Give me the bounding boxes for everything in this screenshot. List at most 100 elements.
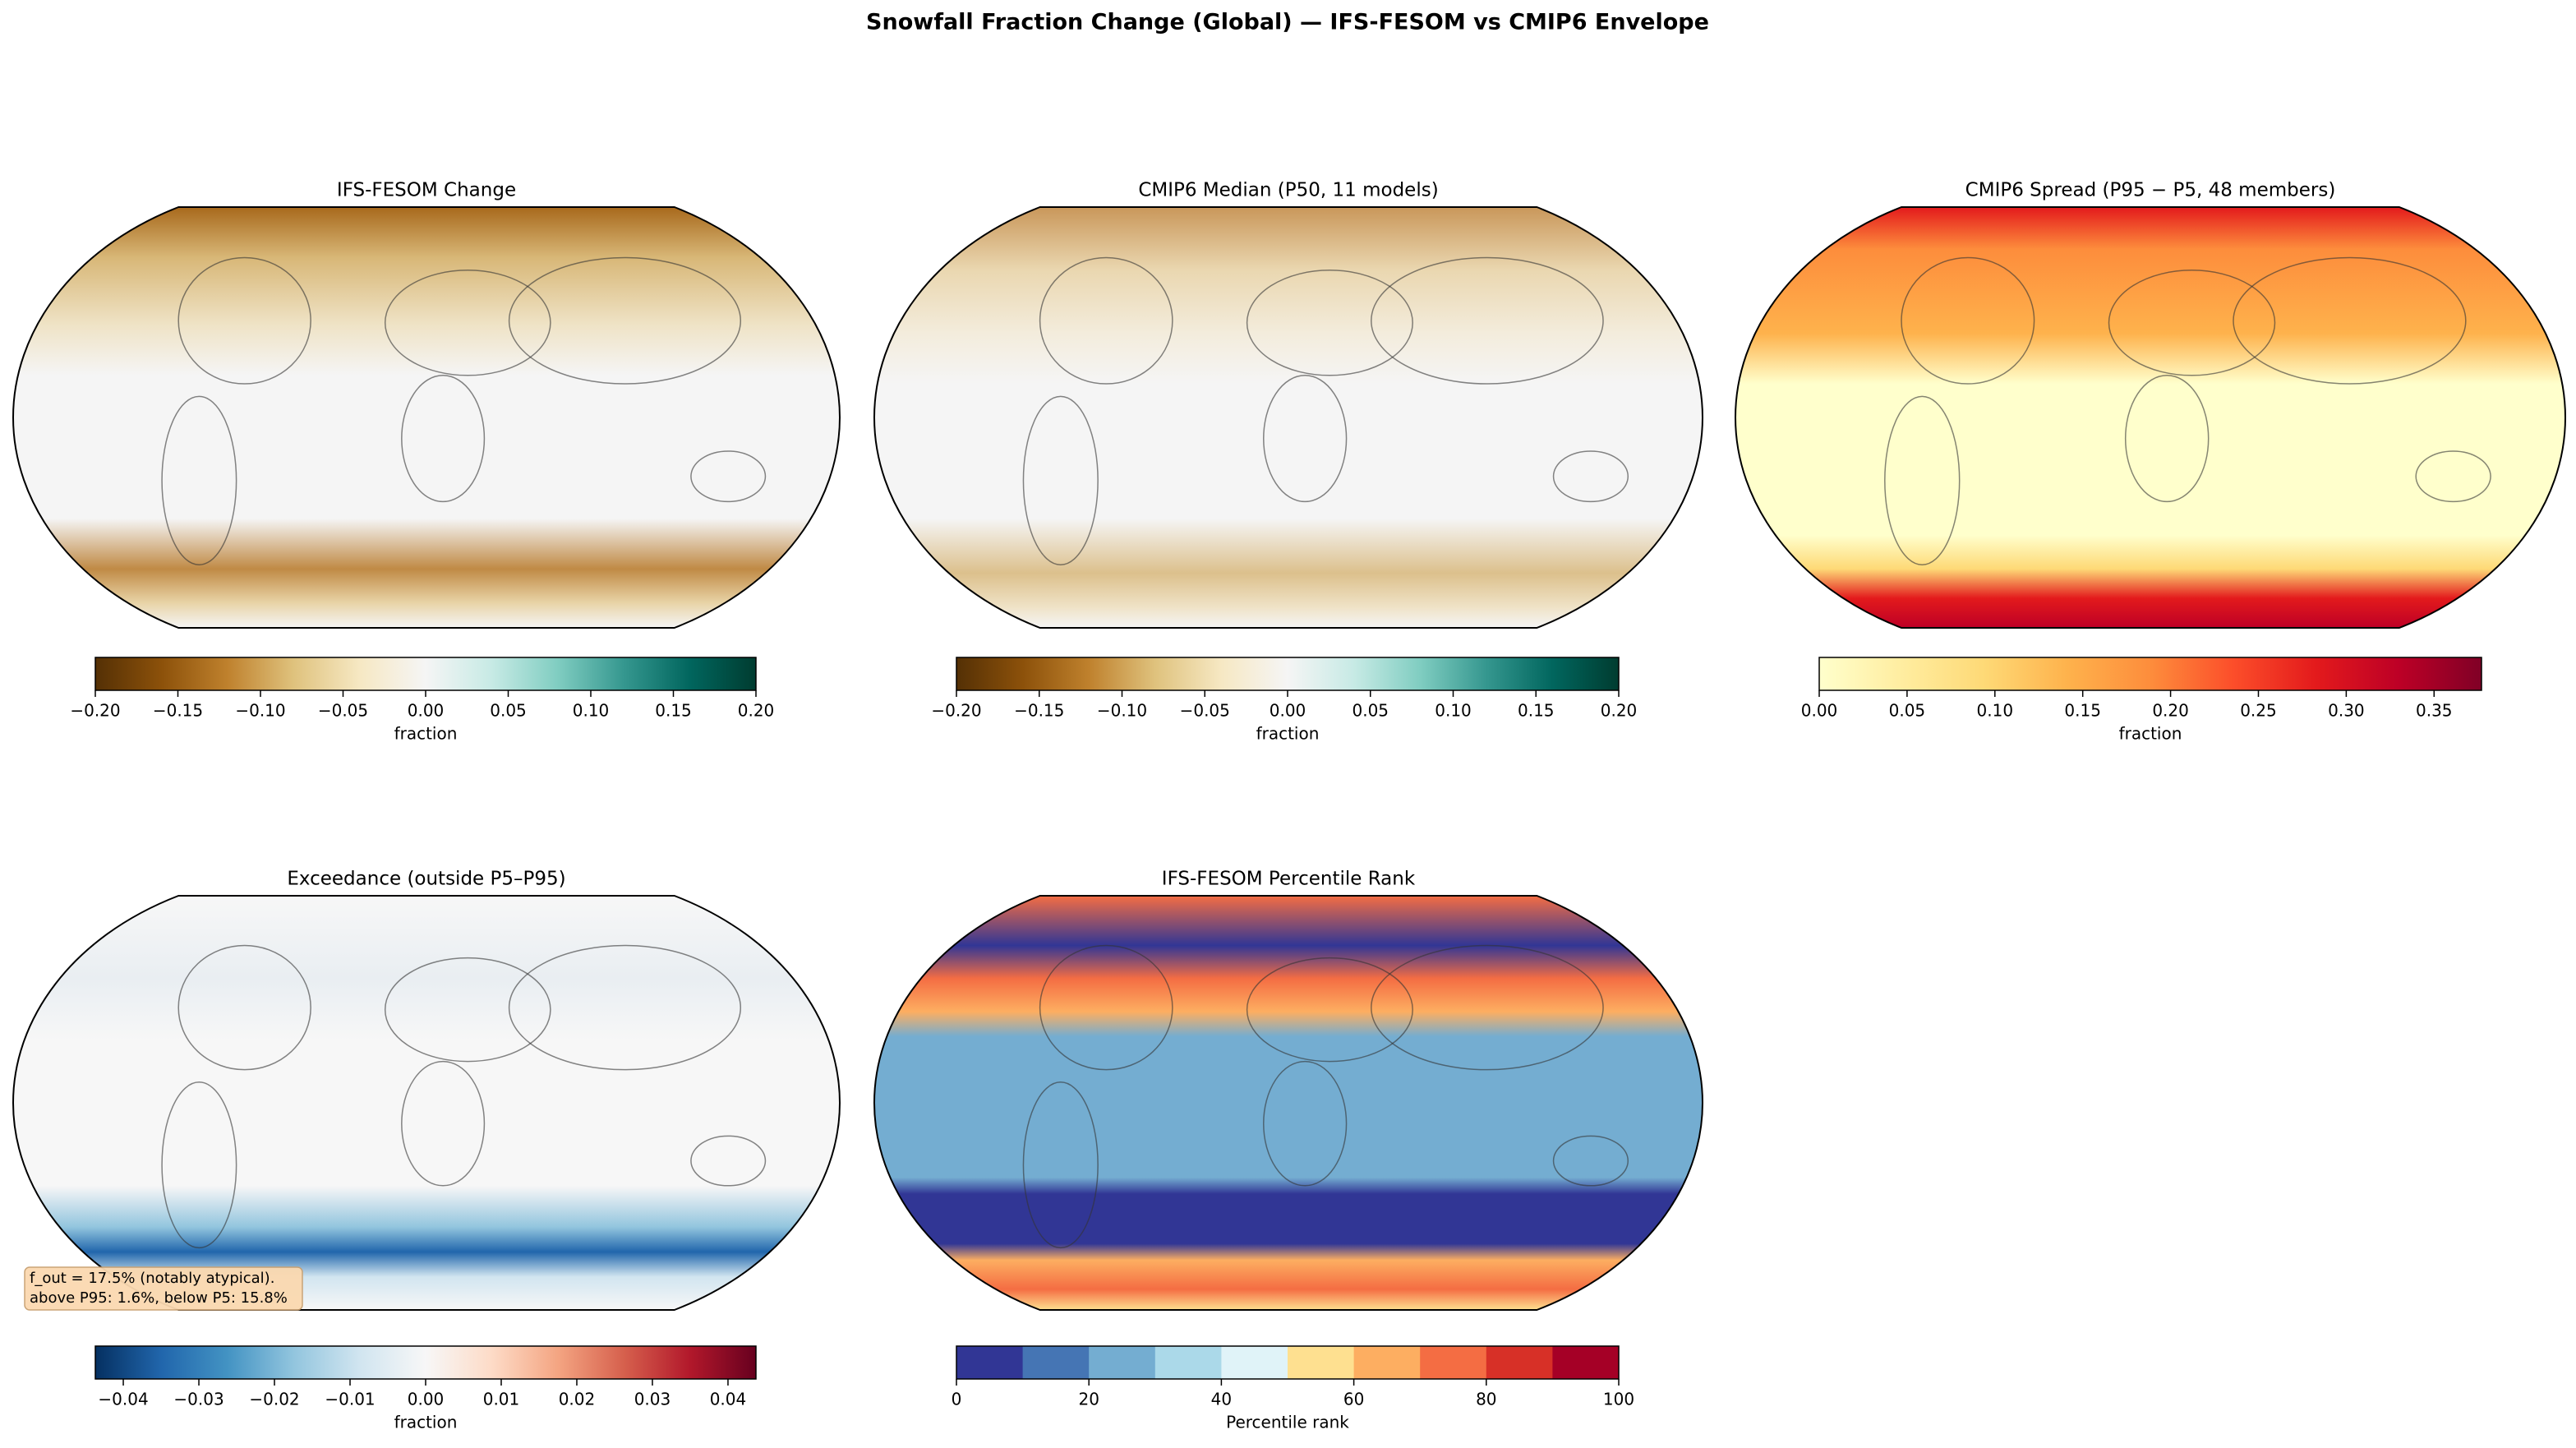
colorbar	[956, 657, 1619, 690]
colorbar-tick-label: 60	[1343, 1390, 1364, 1409]
colorbar-frame	[1818, 657, 2482, 691]
colorbar-tick-label: 0.05	[490, 701, 527, 721]
colorbar-tick-label: 40	[1211, 1390, 1232, 1409]
colorbar-tick-label: 0.02	[559, 1390, 596, 1409]
colorbar-bin	[1353, 1346, 1421, 1379]
colorbar-tick-label: 0.04	[710, 1390, 747, 1409]
colorbar-bin	[1221, 1346, 1288, 1379]
colorbar-tick-label: 0.10	[1435, 701, 1472, 721]
colorbar-tick-label: 0	[952, 1390, 962, 1409]
annotation-text: above P95: 1.6%, below P5: 15.8%	[30, 1289, 288, 1307]
continent	[1263, 375, 1348, 503]
continent	[384, 957, 551, 1063]
continent	[690, 450, 767, 503]
colorbar-tick-label: 0.10	[573, 701, 610, 721]
colorbar-label: fraction	[394, 1413, 458, 1432]
map	[873, 206, 1704, 629]
colorbar-label: fraction	[2119, 724, 2182, 744]
colorbar-tick-label: 0.20	[2152, 701, 2189, 721]
colorbar-tick-label: 100	[1603, 1390, 1634, 1409]
colorbar-tick-label: 0.15	[2064, 701, 2101, 721]
colorbar-tick-label: −0.04	[98, 1390, 148, 1409]
continent	[508, 256, 742, 385]
colorbar-tick-label: −0.20	[70, 701, 120, 721]
colorbar	[95, 657, 756, 690]
continent	[1552, 1135, 1629, 1187]
colorbar-bin	[1552, 1346, 1620, 1379]
continent	[1246, 957, 1413, 1063]
annotation-text: f_out = 17.5% (notably atypical).	[30, 1270, 274, 1287]
colorbar-tick-label: 0.30	[2328, 701, 2365, 721]
continent	[2415, 450, 2491, 503]
colorbar-tick-label: −0.20	[931, 701, 981, 721]
continent	[1901, 256, 2035, 385]
map	[1734, 206, 2567, 629]
panel-title: CMIP6 Spread (P95 − P5, 48 members)	[1965, 180, 2336, 201]
continent	[1263, 1060, 1348, 1187]
continent	[1371, 256, 1604, 385]
annotation-box	[24, 1266, 303, 1311]
colorbar-tick-label: 0.03	[634, 1390, 671, 1409]
continent	[2124, 375, 2210, 503]
colorbar-tick-label: −0.02	[249, 1390, 299, 1409]
colorbar-label: fraction	[1256, 724, 1320, 744]
colorbar-label: fraction	[394, 724, 458, 744]
colorbar-tick-label: 0.00	[1270, 701, 1306, 721]
colorbar-tick-label: 0.25	[2240, 701, 2277, 721]
continent	[2233, 256, 2467, 385]
colorbar-tick-label: 0.00	[408, 1390, 445, 1409]
colorbar-frame	[956, 1345, 1620, 1380]
colorbar-tick-label: −0.15	[1014, 701, 1064, 721]
colorbar-bin	[1089, 1346, 1156, 1379]
colorbar-tick-label: 0.01	[483, 1390, 520, 1409]
colorbar-tick-label: 0.05	[1352, 701, 1389, 721]
colorbar	[95, 1346, 756, 1379]
colorbar-bin	[1288, 1346, 1355, 1379]
continent	[1371, 944, 1604, 1071]
colorbar-tick-label: −0.01	[325, 1390, 375, 1409]
continent	[401, 375, 486, 503]
panel-title: CMIP6 Median (P50, 11 models)	[1138, 180, 1438, 201]
colorbar-tick-label: 20	[1078, 1390, 1099, 1409]
colorbar-tick-label: 80	[1476, 1390, 1496, 1409]
colorbar-label: Percentile rank	[1226, 1413, 1349, 1432]
continent	[161, 1081, 237, 1249]
colorbar-bin	[1420, 1346, 1487, 1379]
colorbar-bin	[1022, 1346, 1090, 1379]
continent	[177, 944, 311, 1071]
panel-title: IFS-FESOM Change	[337, 180, 516, 201]
continent	[690, 1135, 767, 1187]
panel-title: Exceedance (outside P5–P95)	[287, 869, 565, 890]
continent	[161, 395, 237, 565]
colorbar-tick-label: −0.05	[1180, 701, 1230, 721]
colorbar-tick-label: 0.05	[1889, 701, 1926, 721]
colorbar-bin	[956, 1346, 1024, 1379]
colorbar-bin	[1154, 1346, 1222, 1379]
colorbar-tick-label: 0.20	[1601, 701, 1638, 721]
continent	[508, 944, 742, 1071]
colorbar-tick-label: −0.05	[318, 701, 368, 721]
continent	[1022, 395, 1099, 565]
map	[12, 895, 841, 1311]
colorbar-tick-label: 0.00	[408, 701, 445, 721]
colorbar-tick-label: 0.10	[1977, 701, 2014, 721]
continent	[177, 256, 311, 385]
continent	[401, 1060, 486, 1187]
map	[873, 895, 1704, 1311]
colorbar-tick-label: −0.03	[173, 1390, 223, 1409]
colorbar-tick-label: −0.10	[1097, 701, 1147, 721]
colorbar-tick-label: 0.15	[1518, 701, 1555, 721]
colorbar-tick-label: −0.10	[235, 701, 285, 721]
continent	[1552, 450, 1629, 503]
continent	[1022, 1081, 1099, 1249]
panel-title: IFS-FESOM Percentile Rank	[1162, 869, 1416, 890]
colorbar-tick-label: 0.35	[2416, 701, 2453, 721]
colorbar-tick-label: 0.20	[738, 701, 775, 721]
continent	[1246, 270, 1413, 376]
colorbar-bin	[1486, 1346, 1553, 1379]
continent	[384, 270, 551, 376]
continent	[2108, 270, 2276, 376]
colorbar-tick-label: −0.15	[153, 701, 203, 721]
colorbar	[1819, 657, 2482, 690]
